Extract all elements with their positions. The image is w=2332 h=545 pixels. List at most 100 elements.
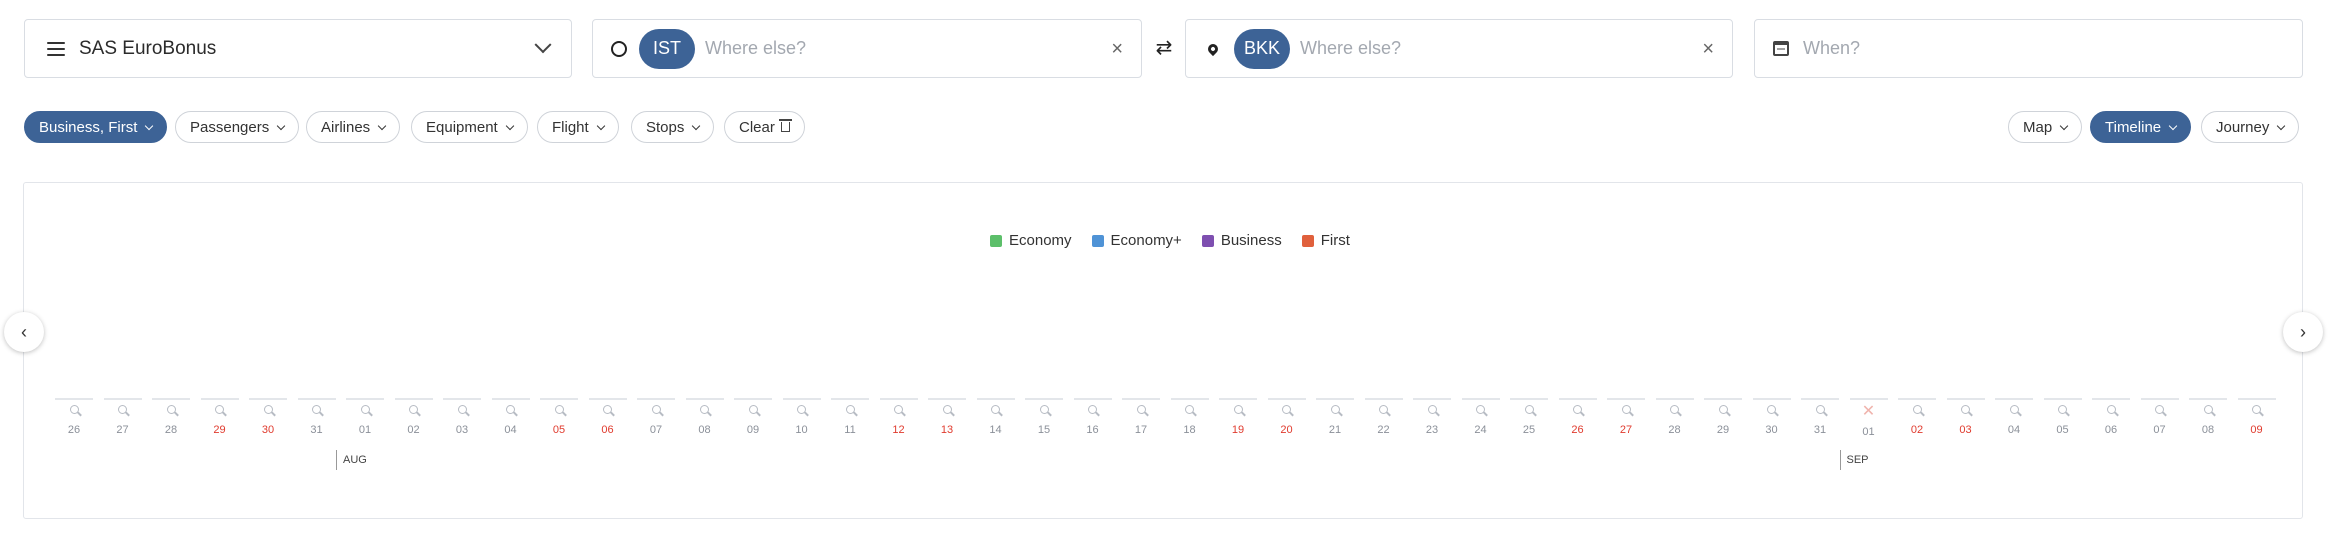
day-column[interactable]: 29 [200, 398, 239, 436]
day-column[interactable]: 03 [1946, 398, 1985, 436]
day-column[interactable]: 28 [1655, 398, 1694, 436]
day-column[interactable]: 02 [1898, 398, 1936, 436]
clear-destination-icon[interactable]: × [1702, 37, 1714, 60]
day-column[interactable]: 22 [1364, 398, 1403, 436]
legend-business[interactable]: Business [1201, 232, 1282, 249]
day-column[interactable]: 01 [346, 398, 384, 436]
search-icon[interactable] [700, 405, 709, 414]
search-icon[interactable] [312, 405, 321, 414]
next-period-button[interactable]: › [2283, 312, 2323, 352]
day-column[interactable]: 30 [1752, 398, 1791, 436]
search-icon[interactable] [651, 405, 661, 414]
day-column[interactable]: 08 [2189, 398, 2227, 436]
search-icon[interactable] [2009, 405, 2019, 414]
day-column[interactable]: 07 [2140, 398, 2179, 436]
day-column[interactable]: 18 [1170, 398, 1209, 436]
day-column[interactable]: 16 [1073, 398, 1112, 436]
day-column[interactable]: 05 [2043, 398, 2082, 436]
day-column[interactable]: 26 [1558, 398, 1597, 436]
origin-input[interactable]: Where else? [705, 38, 807, 58]
search-icon[interactable] [2252, 405, 2261, 414]
swap-icon[interactable]: ⇄ [1155, 37, 1173, 59]
day-column[interactable]: 13 [928, 398, 966, 436]
clear-origin-icon[interactable]: × [1111, 37, 1123, 60]
search-icon[interactable] [263, 405, 273, 414]
search-icon[interactable] [1282, 405, 1291, 414]
filter-stops[interactable]: Stops [631, 111, 715, 143]
search-icon[interactable] [1233, 405, 1243, 414]
search-icon[interactable] [457, 405, 467, 414]
day-column[interactable]: 27 [103, 398, 142, 436]
search-icon[interactable] [894, 405, 903, 414]
search-icon[interactable] [991, 405, 1000, 414]
search-icon[interactable] [1427, 405, 1437, 414]
search-icon[interactable] [1670, 405, 1679, 414]
day-column[interactable]: 31 [297, 398, 336, 436]
day-column[interactable]: 04 [1995, 398, 2033, 436]
day-column[interactable]: 06 [2092, 398, 2130, 436]
legend-economy-plus[interactable]: Economy+ [1091, 232, 1182, 249]
day-column[interactable]: 11 [831, 398, 869, 436]
search-icon[interactable] [1621, 405, 1631, 414]
destination-input[interactable]: Where else? [1300, 38, 1402, 58]
day-column[interactable]: 09 [2237, 398, 2276, 436]
search-icon[interactable] [1185, 405, 1194, 414]
search-icon[interactable] [69, 405, 79, 414]
search-icon[interactable] [1815, 405, 1825, 414]
day-column[interactable]: 03 [443, 398, 481, 436]
search-icon[interactable] [118, 405, 127, 414]
day-column[interactable]: 20 [1267, 398, 1306, 436]
day-column[interactable]: 02 [394, 398, 433, 436]
search-icon[interactable] [1476, 405, 1485, 414]
view-map-button[interactable]: Map [2008, 111, 2083, 143]
filter-flight[interactable]: Flight [537, 111, 619, 143]
prev-period-button[interactable]: ‹ [4, 312, 44, 352]
day-column[interactable]: 12 [879, 398, 918, 436]
date-field[interactable]: When? [1754, 19, 2303, 78]
origin-field[interactable]: IST Where else? × [592, 19, 1142, 78]
search-icon[interactable] [360, 405, 370, 414]
search-icon[interactable] [1136, 405, 1146, 414]
day-column[interactable]: 26 [55, 398, 93, 436]
day-column[interactable]: 09 [734, 398, 772, 436]
day-column[interactable]: 07 [637, 398, 675, 436]
search-icon[interactable] [1039, 405, 1049, 414]
search-icon[interactable] [2058, 405, 2067, 414]
date-input[interactable]: When? [1803, 38, 1861, 58]
day-column[interactable]: 06 [588, 398, 627, 436]
origin-code-chip[interactable]: IST [639, 28, 695, 69]
search-icon[interactable] [748, 405, 758, 414]
search-icon[interactable] [1767, 405, 1776, 414]
day-column[interactable]: 08 [685, 398, 724, 436]
day-column[interactable]: 15 [1025, 398, 1063, 436]
filter-equipment[interactable]: Equipment [411, 111, 528, 143]
view-timeline-button[interactable]: Timeline [2090, 111, 2192, 143]
destination-code-chip[interactable]: BKK [1234, 28, 1290, 69]
day-column[interactable]: 14 [976, 398, 1015, 436]
search-icon[interactable] [2155, 405, 2164, 414]
search-icon[interactable] [409, 405, 418, 414]
search-icon[interactable] [1524, 405, 1534, 414]
day-column[interactable]: 28 [152, 398, 190, 436]
search-icon[interactable] [1961, 405, 1970, 414]
day-column[interactable]: 19 [1219, 398, 1257, 436]
search-icon[interactable] [603, 405, 612, 414]
search-icon[interactable] [166, 405, 176, 414]
day-column[interactable]: ✕ 01 [1849, 398, 1888, 438]
day-column[interactable]: 24 [1461, 398, 1500, 436]
day-column[interactable]: 21 [1316, 398, 1354, 436]
search-icon[interactable] [1912, 405, 1922, 414]
search-icon[interactable] [845, 405, 855, 414]
day-column[interactable]: 10 [782, 398, 821, 436]
day-column[interactable]: 05 [540, 398, 578, 436]
filter-passengers[interactable]: Passengers [175, 111, 300, 143]
search-icon[interactable] [215, 405, 224, 414]
destination-field[interactable]: BKK Where else? × [1185, 19, 1733, 78]
search-icon[interactable] [1379, 405, 1388, 414]
day-column[interactable]: 17 [1122, 398, 1160, 436]
day-column[interactable]: 23 [1413, 398, 1451, 436]
search-icon[interactable] [1330, 405, 1340, 414]
no-results-icon[interactable]: ✕ [1861, 403, 1876, 420]
search-icon[interactable] [2203, 405, 2213, 414]
day-column[interactable]: 29 [1704, 398, 1742, 436]
